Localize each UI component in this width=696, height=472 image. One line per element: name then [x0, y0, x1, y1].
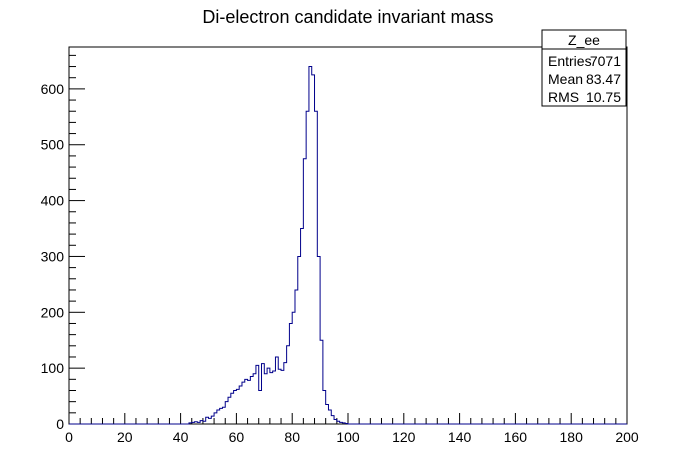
histogram-bin [245, 379, 248, 424]
histogram-bin [214, 413, 217, 424]
stats-label-mean: Mean [548, 71, 583, 87]
histogram-bin [309, 67, 312, 424]
histogram-bin [248, 380, 251, 424]
y-axis: 0 100 200 300 400 500 600 [41, 54, 85, 432]
histogram-bin [264, 374, 267, 424]
histogram-bin [250, 377, 253, 424]
stats-box: Z_ee Entries 7071 Mean 83.47 RMS 10.75 [541, 29, 627, 107]
histogram-bin [326, 404, 329, 424]
x-axis: 0 20 40 60 80 100 120 140 160 180 200 [65, 413, 639, 445]
histogram-bin [292, 312, 295, 424]
histogram-bin [323, 390, 326, 424]
histogram-bin [301, 229, 304, 424]
x-tick-label: 60 [229, 429, 245, 445]
y-tick-label: 100 [41, 360, 65, 376]
x-tick-label: 20 [117, 429, 133, 445]
histogram-outline [69, 66, 627, 425]
histogram-bin [228, 397, 231, 424]
histogram-bin [315, 111, 318, 424]
x-tick-label: 80 [284, 429, 300, 445]
histogram-bin [267, 368, 270, 424]
y-tick-label: 600 [41, 81, 65, 97]
histogram-bin [331, 416, 334, 424]
stats-value-rms: 10.75 [586, 89, 621, 105]
histogram-bin [334, 420, 337, 424]
stats-box-name: Z_ee [568, 32, 600, 48]
histogram-bin [342, 423, 345, 424]
histogram-bin [278, 369, 281, 424]
histogram-bin [197, 422, 200, 424]
histogram-bin [337, 421, 340, 424]
histogram-bin [287, 346, 290, 424]
histogram-bin [200, 421, 203, 424]
histogram-bin [303, 159, 306, 424]
histogram-bin [345, 423, 348, 424]
histogram-bin [231, 393, 234, 424]
histogram-bin [225, 402, 228, 424]
stats-value-mean: 83.47 [586, 71, 621, 87]
histogram-bin [289, 323, 292, 424]
y-tick-label: 200 [41, 304, 65, 320]
histogram-bin [211, 416, 214, 424]
histogram-bin [239, 386, 242, 424]
x-tick-label: 0 [65, 429, 73, 445]
histogram-bin [259, 390, 262, 424]
histogram-bin [270, 373, 273, 424]
chart-title: Di-electron candidate invariant mass [202, 7, 493, 27]
histogram-bin [273, 371, 276, 424]
histogram-bin [256, 365, 259, 424]
x-tick-label: 200 [615, 429, 639, 445]
y-tick-label: 0 [56, 416, 64, 432]
histogram-bin [340, 422, 343, 424]
histogram-bin [320, 340, 323, 424]
histogram-bin [195, 422, 198, 424]
histogram-bin [217, 410, 220, 424]
histogram-bin [306, 111, 309, 424]
y-tick-label: 500 [41, 137, 65, 153]
x-tick-label: 100 [336, 429, 360, 445]
histogram-bin [234, 390, 237, 424]
histogram-bin [242, 382, 245, 424]
histogram-bin [206, 417, 209, 424]
stats-value-entries: 7071 [590, 53, 621, 69]
histogram-bin [220, 408, 223, 424]
histogram-bin [284, 363, 287, 424]
histogram-bin [312, 75, 315, 424]
x-tick-label: 180 [560, 429, 584, 445]
histogram-bin [192, 422, 195, 424]
y-tick-label: 300 [41, 248, 65, 264]
x-tick-label: 140 [448, 429, 472, 445]
stats-label-rms: RMS [548, 89, 579, 105]
histogram-bin [222, 407, 225, 424]
stats-box-frame [541, 29, 627, 107]
stats-label-entries: Entries [548, 53, 592, 69]
histogram-bin [295, 290, 298, 424]
histogram-bin [262, 364, 265, 424]
histogram-series [69, 66, 627, 425]
histogram-bin [209, 418, 212, 424]
y-tick-label: 400 [41, 193, 65, 209]
histogram-bin [298, 256, 301, 424]
histogram-bin [281, 370, 284, 424]
x-tick-label: 40 [173, 429, 189, 445]
histogram-bin [203, 421, 206, 424]
histogram-bin [317, 256, 320, 424]
x-tick-label: 120 [392, 429, 416, 445]
histogram-bin [236, 389, 239, 424]
histogram-bin [189, 423, 192, 424]
histogram-bin [253, 374, 256, 424]
histogram-bin [275, 357, 278, 424]
x-tick-label: 160 [504, 429, 528, 445]
histogram-bin [328, 410, 331, 424]
